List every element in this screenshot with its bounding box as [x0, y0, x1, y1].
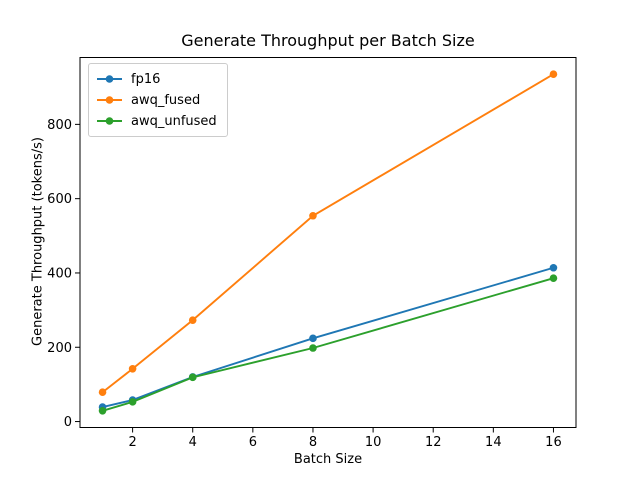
legend-marker	[105, 96, 114, 104]
legend-label-fp16: fp16	[131, 71, 161, 87]
data-point-awq_fused	[128, 365, 137, 373]
x-tick-label: 12	[425, 435, 442, 450]
data-point-fp16	[309, 334, 317, 343]
x-tick-label: 14	[485, 435, 502, 450]
data-point-awq_fused	[309, 211, 317, 220]
x-axis-label: Batch Size	[293, 452, 363, 467]
series-line-awq_unfused	[102, 277, 554, 412]
y-tick-label: 400	[47, 266, 72, 281]
x-tick-label: 4	[189, 435, 197, 450]
legend: fp16 awq_fused awq_unfused	[88, 63, 228, 137]
y-tick-label: 600	[47, 192, 72, 207]
data-point-awq_fused	[98, 388, 107, 397]
data-point-awq_fused	[188, 316, 197, 324]
legend-line-marker-icon	[97, 75, 122, 83]
legend-line-marker-icon	[97, 117, 122, 125]
x-tick-label: 6	[249, 435, 257, 450]
legend-line-marker-icon	[97, 96, 122, 104]
y-tick-label: 0	[64, 415, 72, 430]
legend-item-awq-fused: awq_fused	[96, 91, 217, 109]
data-point-awq_unfused	[128, 398, 137, 406]
data-point-awq_unfused	[549, 274, 558, 282]
data-point-awq_unfused	[188, 373, 197, 382]
legend-item-awq-unfused: awq_unfused	[96, 112, 217, 130]
legend-marker	[105, 117, 114, 125]
axes-frame	[79, 57, 577, 428]
legend-marker	[105, 75, 114, 83]
legend-label-awq-unfused: awq_unfused	[131, 113, 217, 129]
legend-item-fp16: fp16	[96, 70, 217, 88]
x-tick-label: 8	[309, 435, 317, 450]
y-tick-label: 200	[47, 341, 72, 356]
x-tick-label: 2	[128, 435, 136, 450]
data-point-awq_unfused	[98, 406, 107, 415]
data-point-awq_fused	[549, 70, 558, 79]
legend-label-awq-fused: awq_fused	[131, 92, 201, 108]
chart-title: Generate Throughput per Batch Size	[181, 31, 475, 50]
x-tick-label: 16	[545, 435, 562, 450]
data-point-awq_unfused	[309, 344, 317, 352]
data-point-fp16	[549, 263, 558, 272]
y-tick-label: 800	[47, 118, 72, 133]
x-tick-label: 10	[365, 435, 382, 450]
